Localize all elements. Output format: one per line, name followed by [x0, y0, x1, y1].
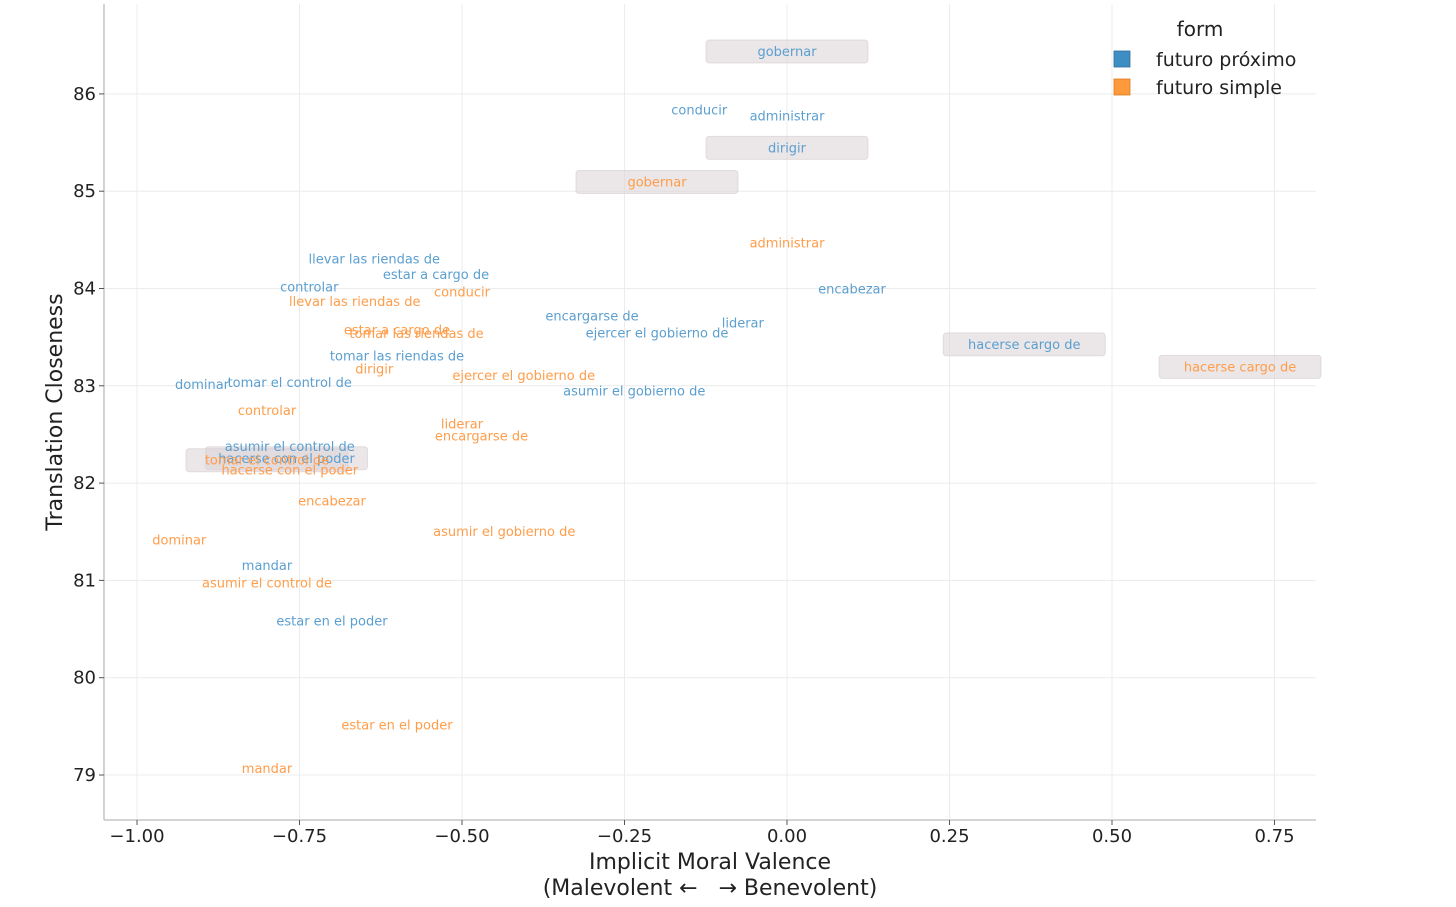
y-tick-label: 81: [73, 570, 96, 591]
point-label: liderar: [441, 418, 484, 433]
highlight-box: [942, 332, 1106, 357]
legend-swatch-futuro-simple: [1113, 78, 1131, 96]
point-label: llevar las riendas de: [289, 295, 420, 310]
point-label: ejercer el gobierno de: [586, 326, 729, 341]
legend-title: form: [1177, 17, 1224, 41]
x-tick-label: −0.75: [272, 826, 327, 847]
point-label: controlar: [280, 281, 339, 296]
point-label: asumir el gobierno de: [433, 525, 575, 540]
point-label: administrar: [750, 237, 826, 252]
point-label: estar a cargo de: [344, 323, 450, 338]
highlight-box: [705, 135, 869, 160]
x-tick-label: −0.25: [597, 826, 652, 847]
point-label: estar en el poder: [276, 614, 388, 629]
highlight-box: [1158, 354, 1322, 379]
point-label: encabezar: [818, 282, 886, 297]
legend: form futuro próximo futuro simple: [1113, 17, 1296, 99]
point-label: hacerse cargo de: [1184, 360, 1296, 375]
point-label: mandar: [242, 762, 293, 777]
x-tick-label: −1.00: [109, 826, 164, 847]
x-tick-label: 0.75: [1254, 826, 1294, 847]
point-label: gobernar: [757, 45, 817, 60]
point-label: controlar: [238, 404, 297, 419]
point-label: gobernar: [627, 175, 687, 190]
x-axis-title-line2: (Malevolent ← → Benevolent): [543, 876, 878, 901]
point-label: ejercer el gobierno de: [452, 369, 595, 384]
point-label: estar a cargo de: [383, 268, 489, 283]
x-axis-title: Implicit Moral Valence: [589, 850, 831, 875]
point-label: tomar el control de: [228, 376, 352, 391]
point-label-layer: gobernar conducir administrar dirigir llevar…: [152, 45, 1296, 777]
x-tick-label: 0.25: [929, 826, 969, 847]
x-tick-label: 0.50: [1092, 826, 1132, 847]
y-tick-label: 85: [73, 181, 96, 202]
point-label: administrar: [750, 109, 826, 124]
point-label: tomar las riendas de: [330, 350, 464, 365]
y-tick-label: 83: [73, 376, 96, 397]
tick-layer: −1.00 −0.75 −0.50 −0.25 0.00 0.25 0.50 0.75 79 80…: [73, 84, 1294, 847]
point-label: hacerse cargo de: [968, 338, 1080, 353]
point-label: tomar las riendas de: [349, 327, 483, 342]
point-label: hacerse con el poder: [218, 452, 355, 467]
point-label: hacerse con el poder: [221, 463, 358, 478]
y-tick-label: 86: [73, 84, 96, 105]
y-tick-label: 84: [73, 279, 96, 300]
point-label: dominar: [152, 534, 207, 549]
y-tick-label: 82: [73, 473, 96, 494]
legend-label-futuro-proximo: futuro próximo: [1156, 49, 1296, 71]
grid-layer: [104, 4, 1316, 820]
point-label: encabezar: [298, 495, 366, 510]
point-label: tomar el control de: [205, 454, 329, 469]
x-tick-label: 0.00: [767, 826, 807, 847]
point-label: conducir: [434, 285, 491, 300]
point-label: asumir el gobierno de: [563, 385, 705, 400]
y-tick-label: 79: [73, 765, 96, 786]
point-label: llevar las riendas de: [309, 252, 440, 267]
highlight-box: [705, 39, 869, 64]
y-axis-title: Translation Closeness: [43, 293, 68, 531]
point-label: asumir el control de: [202, 576, 332, 591]
point-label: encargarse de: [545, 310, 638, 325]
point-label: dominar: [175, 378, 230, 393]
point-label: asumir el control de: [225, 440, 355, 455]
y-tick-label: 80: [73, 668, 96, 689]
point-label: mandar: [242, 559, 293, 574]
point-label: encargarse de: [435, 429, 528, 444]
point-label: dirigir: [355, 362, 394, 377]
legend-label-futuro-simple: futuro simple: [1156, 77, 1282, 99]
highlight-box: [185, 448, 349, 473]
point-label: estar en el poder: [341, 718, 453, 733]
point-label: liderar: [722, 317, 765, 332]
highlight-box: [575, 169, 739, 194]
point-label: conducir: [671, 103, 728, 118]
x-tick-label: −0.50: [434, 826, 489, 847]
axes-layer: [103, 4, 1316, 821]
point-label: dirigir: [768, 141, 807, 156]
legend-swatch-futuro-proximo: [1113, 50, 1131, 68]
highlight-layer: [185, 39, 1322, 473]
